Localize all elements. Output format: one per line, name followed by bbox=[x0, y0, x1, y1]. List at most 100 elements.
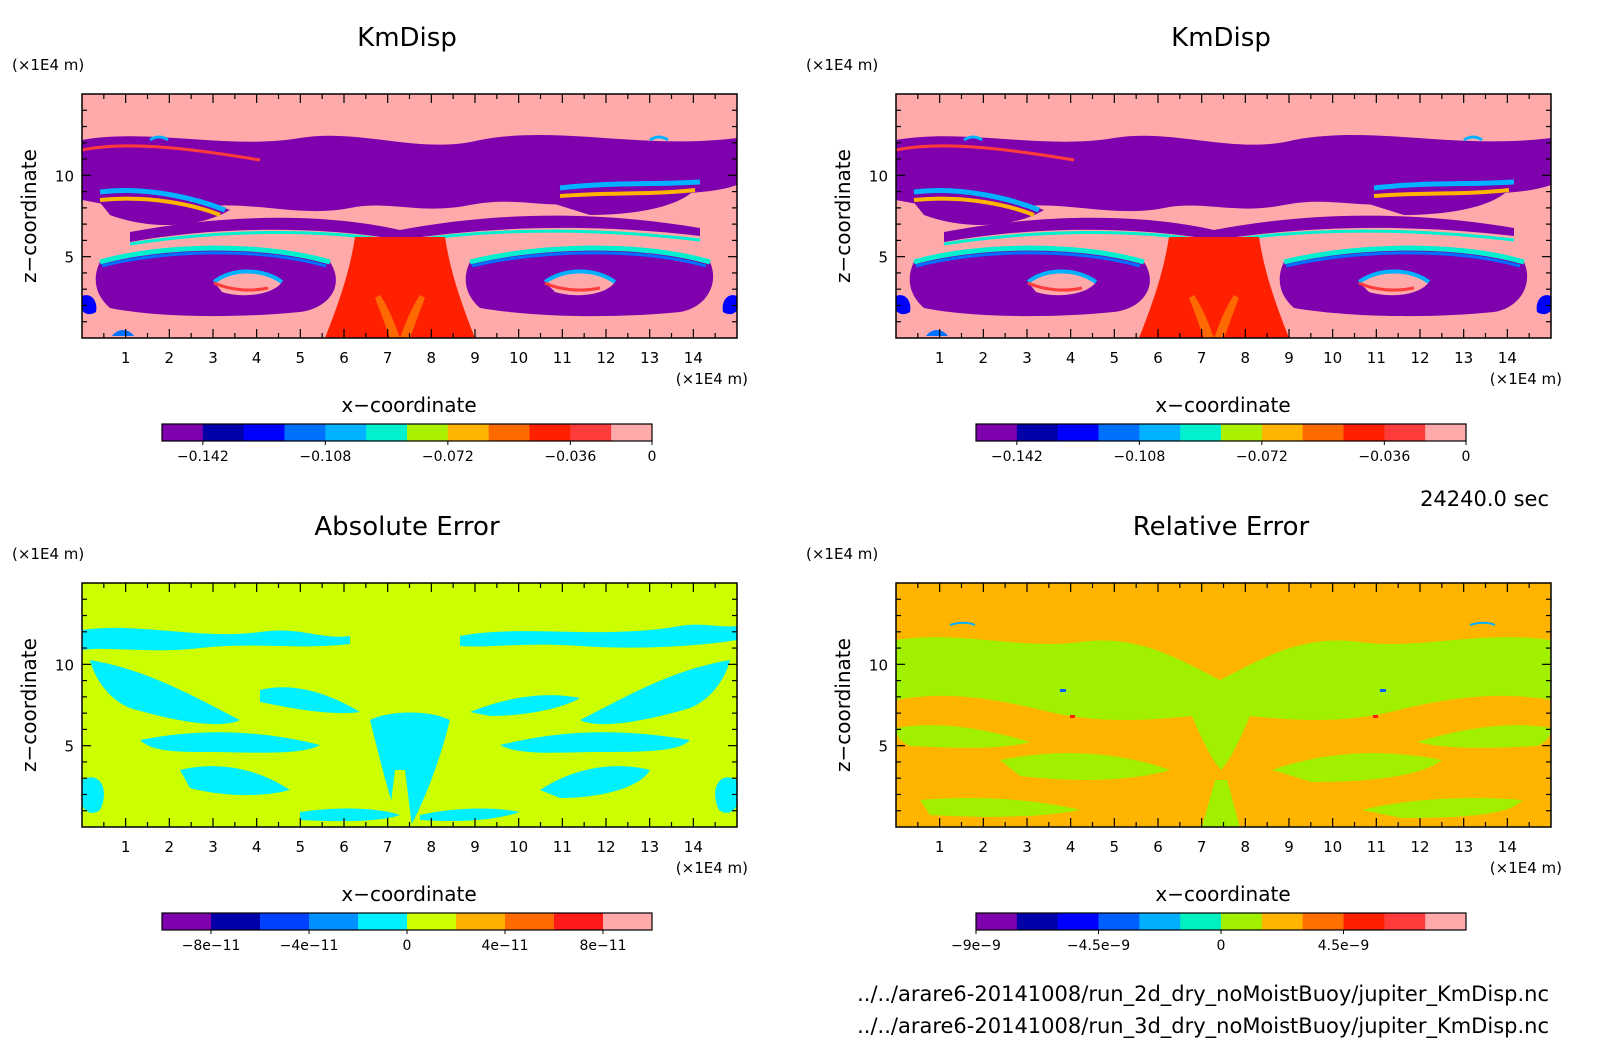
x-tick-label: 2 bbox=[165, 349, 175, 367]
colorbar-swatch bbox=[1180, 913, 1222, 930]
colorbar-swatch bbox=[976, 424, 1018, 441]
heatmap-field bbox=[82, 583, 737, 827]
colorbar-swatch bbox=[529, 424, 571, 441]
colorbar-frame bbox=[161, 423, 653, 442]
x-tick-label: 4 bbox=[1066, 838, 1076, 856]
x-tick-label: 13 bbox=[1454, 349, 1473, 367]
x-tick-label: 8 bbox=[1241, 349, 1251, 367]
colorbar-swatch bbox=[456, 913, 506, 930]
colorbar-swatch bbox=[1302, 913, 1344, 930]
x-tick-label: 11 bbox=[1367, 349, 1386, 367]
colorbar-swatch bbox=[1261, 424, 1304, 441]
file-path-2d: ../../arare6-20141008/run_2d_dry_noMoist… bbox=[857, 982, 1549, 1007]
x-tick-label: 5 bbox=[1110, 349, 1120, 367]
x-tick-label: 14 bbox=[1498, 838, 1517, 856]
y-tick-label: 5 bbox=[64, 249, 74, 267]
colorbar-swatch bbox=[1384, 913, 1426, 930]
colorbar-label: −4.5e−9 bbox=[1067, 938, 1130, 954]
x-tick-label: 2 bbox=[165, 838, 175, 856]
colorbar-swatch bbox=[1221, 424, 1263, 441]
colorbar-label: 0 bbox=[648, 449, 657, 465]
x-tick-label: 7 bbox=[383, 838, 393, 856]
colorbar: −0.142 −0.108 −0.072 −0.036 0 bbox=[161, 423, 657, 465]
x-tick-label: 13 bbox=[640, 349, 659, 367]
y-tick-label: 10 bbox=[55, 656, 74, 674]
panel-kmdisp-right: KmDisp (×1E4 m) bbox=[806, 23, 1562, 465]
colorbar-swatch bbox=[1139, 913, 1181, 930]
x-tick-label: 5 bbox=[296, 349, 306, 367]
x-unit-label: (×1E4 m) bbox=[1490, 859, 1562, 877]
colorbar-label: 0 bbox=[1462, 449, 1471, 465]
x-tick-label: 3 bbox=[1022, 349, 1032, 367]
colorbar-swatch bbox=[1302, 424, 1344, 441]
colorbar-label: 4e−11 bbox=[481, 938, 528, 954]
x-axis-label: x−coordinate bbox=[1155, 393, 1290, 417]
x-tick-label: 14 bbox=[684, 838, 703, 856]
colorbar-label: −8e−11 bbox=[182, 938, 241, 954]
colorbar: −8e−11 −4e−11 0 4e−11 8e−11 bbox=[161, 912, 653, 954]
x-tick-label: 1 bbox=[935, 349, 945, 367]
x-tick-label: 1 bbox=[121, 838, 131, 856]
colorbar-swatch bbox=[611, 424, 653, 441]
x-tick-label: 10 bbox=[509, 349, 528, 367]
x-tick-label: 1 bbox=[935, 838, 945, 856]
x-tick-label: 5 bbox=[1110, 838, 1120, 856]
x-tick-label: 3 bbox=[208, 349, 218, 367]
x-tick-label: 9 bbox=[470, 838, 480, 856]
y-axis-label: z−coordinate bbox=[17, 149, 41, 283]
x-tick-label: 14 bbox=[1498, 349, 1517, 367]
colorbar-swatch bbox=[407, 913, 457, 930]
colorbar-swatch bbox=[554, 913, 604, 930]
x-unit-label: (×1E4 m) bbox=[1490, 370, 1562, 388]
y-tick-label: 5 bbox=[64, 738, 74, 756]
colorbar-swatch bbox=[211, 913, 261, 930]
x-tick-label: 4 bbox=[252, 838, 262, 856]
colorbar-swatch bbox=[1057, 913, 1099, 930]
heatmap-field bbox=[82, 94, 737, 338]
colorbar-swatch bbox=[162, 424, 204, 441]
x-tick-label: 6 bbox=[1153, 838, 1163, 856]
y-tick-label: 10 bbox=[869, 167, 888, 185]
x-tick-label: 13 bbox=[640, 838, 659, 856]
y-unit-label: (×1E4 m) bbox=[806, 56, 878, 74]
colorbar-swatch bbox=[243, 424, 285, 441]
x-axis-label: x−coordinate bbox=[1155, 882, 1290, 906]
x-tick-label: 1 bbox=[121, 349, 131, 367]
x-axis-label: x−coordinate bbox=[341, 882, 476, 906]
colorbar-swatch bbox=[447, 424, 490, 441]
x-tick-label: 11 bbox=[1367, 838, 1386, 856]
colorbar-label: −9e−9 bbox=[951, 938, 1001, 954]
y-tick-label: 5 bbox=[878, 249, 888, 267]
colorbar-label: 0 bbox=[1217, 938, 1226, 954]
time-label: 24240.0 sec bbox=[1420, 487, 1549, 511]
x-tick-label: 12 bbox=[1410, 838, 1429, 856]
x-tick-label: 13 bbox=[1454, 838, 1473, 856]
panel-relative-error: Relative Error (×1E4 m) 1 2 3 4 5 6 7 8 9 10 11 12 1… bbox=[806, 512, 1562, 954]
x-tick-label: 10 bbox=[509, 838, 528, 856]
y-axis-label: z−coordinate bbox=[17, 638, 41, 772]
x-tick-label: 7 bbox=[1197, 349, 1207, 367]
colorbar-label: −0.108 bbox=[299, 449, 351, 465]
x-tick-label: 10 bbox=[1323, 349, 1342, 367]
x-tick-label: 6 bbox=[339, 349, 349, 367]
x-tick-label: 4 bbox=[1066, 349, 1076, 367]
colorbar-swatch bbox=[1384, 424, 1426, 441]
colorbar-swatch bbox=[976, 913, 1018, 930]
x-tick-label: 9 bbox=[1284, 838, 1294, 856]
colorbar-swatch bbox=[603, 913, 653, 930]
x-tick-label: 8 bbox=[1241, 838, 1251, 856]
x-tick-label: 3 bbox=[208, 838, 218, 856]
x-tick-label: 10 bbox=[1323, 838, 1342, 856]
y-unit-label: (×1E4 m) bbox=[12, 56, 84, 74]
x-tick-label: 7 bbox=[1197, 838, 1207, 856]
x-tick-label: 3 bbox=[1022, 838, 1032, 856]
x-tick-label: 5 bbox=[296, 838, 306, 856]
colorbar-swatch bbox=[407, 424, 449, 441]
y-tick-label: 10 bbox=[869, 656, 888, 674]
colorbar-swatch bbox=[309, 913, 359, 930]
colorbar-label: 4.5e−9 bbox=[1318, 938, 1370, 954]
colorbar-swatch bbox=[1139, 424, 1181, 441]
colorbar-label: −0.142 bbox=[991, 449, 1043, 465]
